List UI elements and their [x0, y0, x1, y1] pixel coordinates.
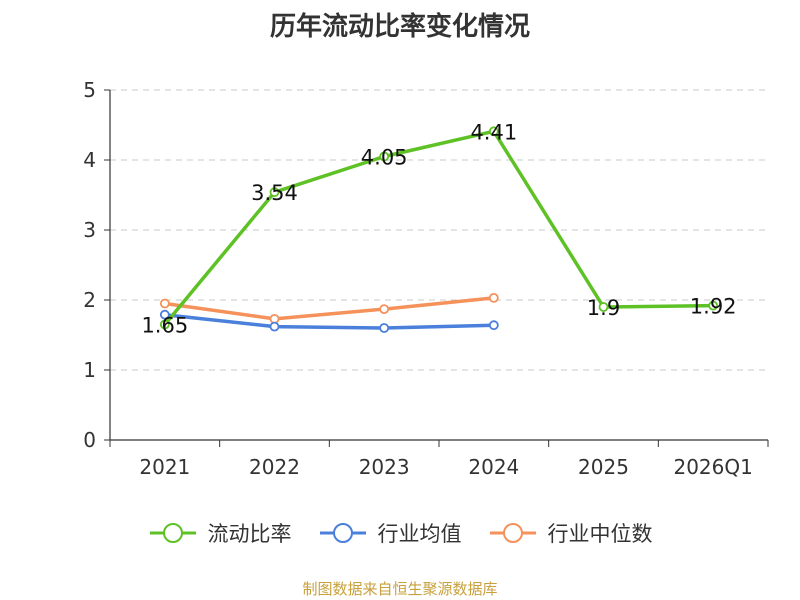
data-point	[708, 300, 719, 311]
data-point	[159, 298, 170, 309]
series-line	[164, 312, 494, 330]
y-tick-label: 3	[83, 218, 96, 242]
legend-item[interactable]: 行业均值	[318, 518, 462, 548]
data-label: 4.05	[361, 146, 408, 170]
legend-symbol	[149, 523, 196, 543]
y-tick-label: 0	[83, 428, 96, 452]
series-1	[159, 309, 499, 333]
legend-symbol	[319, 523, 366, 543]
x-tick-label: 2026Q1	[673, 455, 752, 479]
chart-title: 历年流动比率变化情况	[269, 12, 530, 42]
x-tick-label: 2024	[468, 455, 519, 479]
data-label: 1.65	[141, 314, 188, 338]
legend-symbol	[489, 523, 536, 543]
legend-item[interactable]: 行业中位数	[488, 518, 653, 548]
series-line	[164, 296, 495, 321]
legend-label: 行业均值	[377, 522, 462, 546]
legend-item[interactable]: 流动比率	[148, 518, 292, 548]
axes: 0 1 2 3 4 5 2021 2022 2023 2024 2025 2026Q1	[83, 78, 769, 479]
data-labels: 1.65 3.54 4.05 4.41 1.9 1.92	[141, 120, 736, 337]
y-tick-label: 2	[83, 288, 96, 312]
series-line	[163, 129, 714, 326]
data-point	[488, 320, 499, 331]
source-note: 制图数据来自恒生聚源数据库	[302, 580, 498, 598]
data-label: 4.41	[470, 120, 517, 144]
x-tick-label: 2023	[359, 455, 410, 479]
data-label: 1.92	[690, 295, 737, 319]
data-point	[379, 151, 390, 162]
data-label: 1.9	[587, 296, 620, 320]
series-layer	[159, 126, 719, 333]
x-tick-label: 2025	[578, 455, 629, 479]
x-tick-label: 2022	[249, 455, 300, 479]
data-point	[488, 126, 499, 137]
data-label: 3.54	[251, 181, 298, 205]
data-point	[159, 309, 170, 320]
data-point	[269, 321, 280, 332]
y-tick-label: 4	[83, 148, 96, 172]
legend: 流动比率 行业均值 行业中位数	[0, 518, 800, 548]
y-tick-label: 5	[83, 78, 96, 102]
data-point	[379, 304, 390, 315]
series-2	[159, 292, 499, 324]
data-point	[269, 187, 280, 198]
data-point	[269, 313, 280, 324]
legend-label: 流动比率	[207, 522, 292, 546]
data-point	[159, 319, 170, 330]
data-point	[488, 292, 499, 303]
legend-label: 行业中位数	[547, 522, 653, 546]
data-point	[598, 302, 609, 312]
data-point	[379, 323, 390, 333]
y-tick-label: 1	[83, 358, 96, 382]
x-tick-label: 2021	[139, 455, 190, 479]
series-0	[159, 126, 719, 330]
